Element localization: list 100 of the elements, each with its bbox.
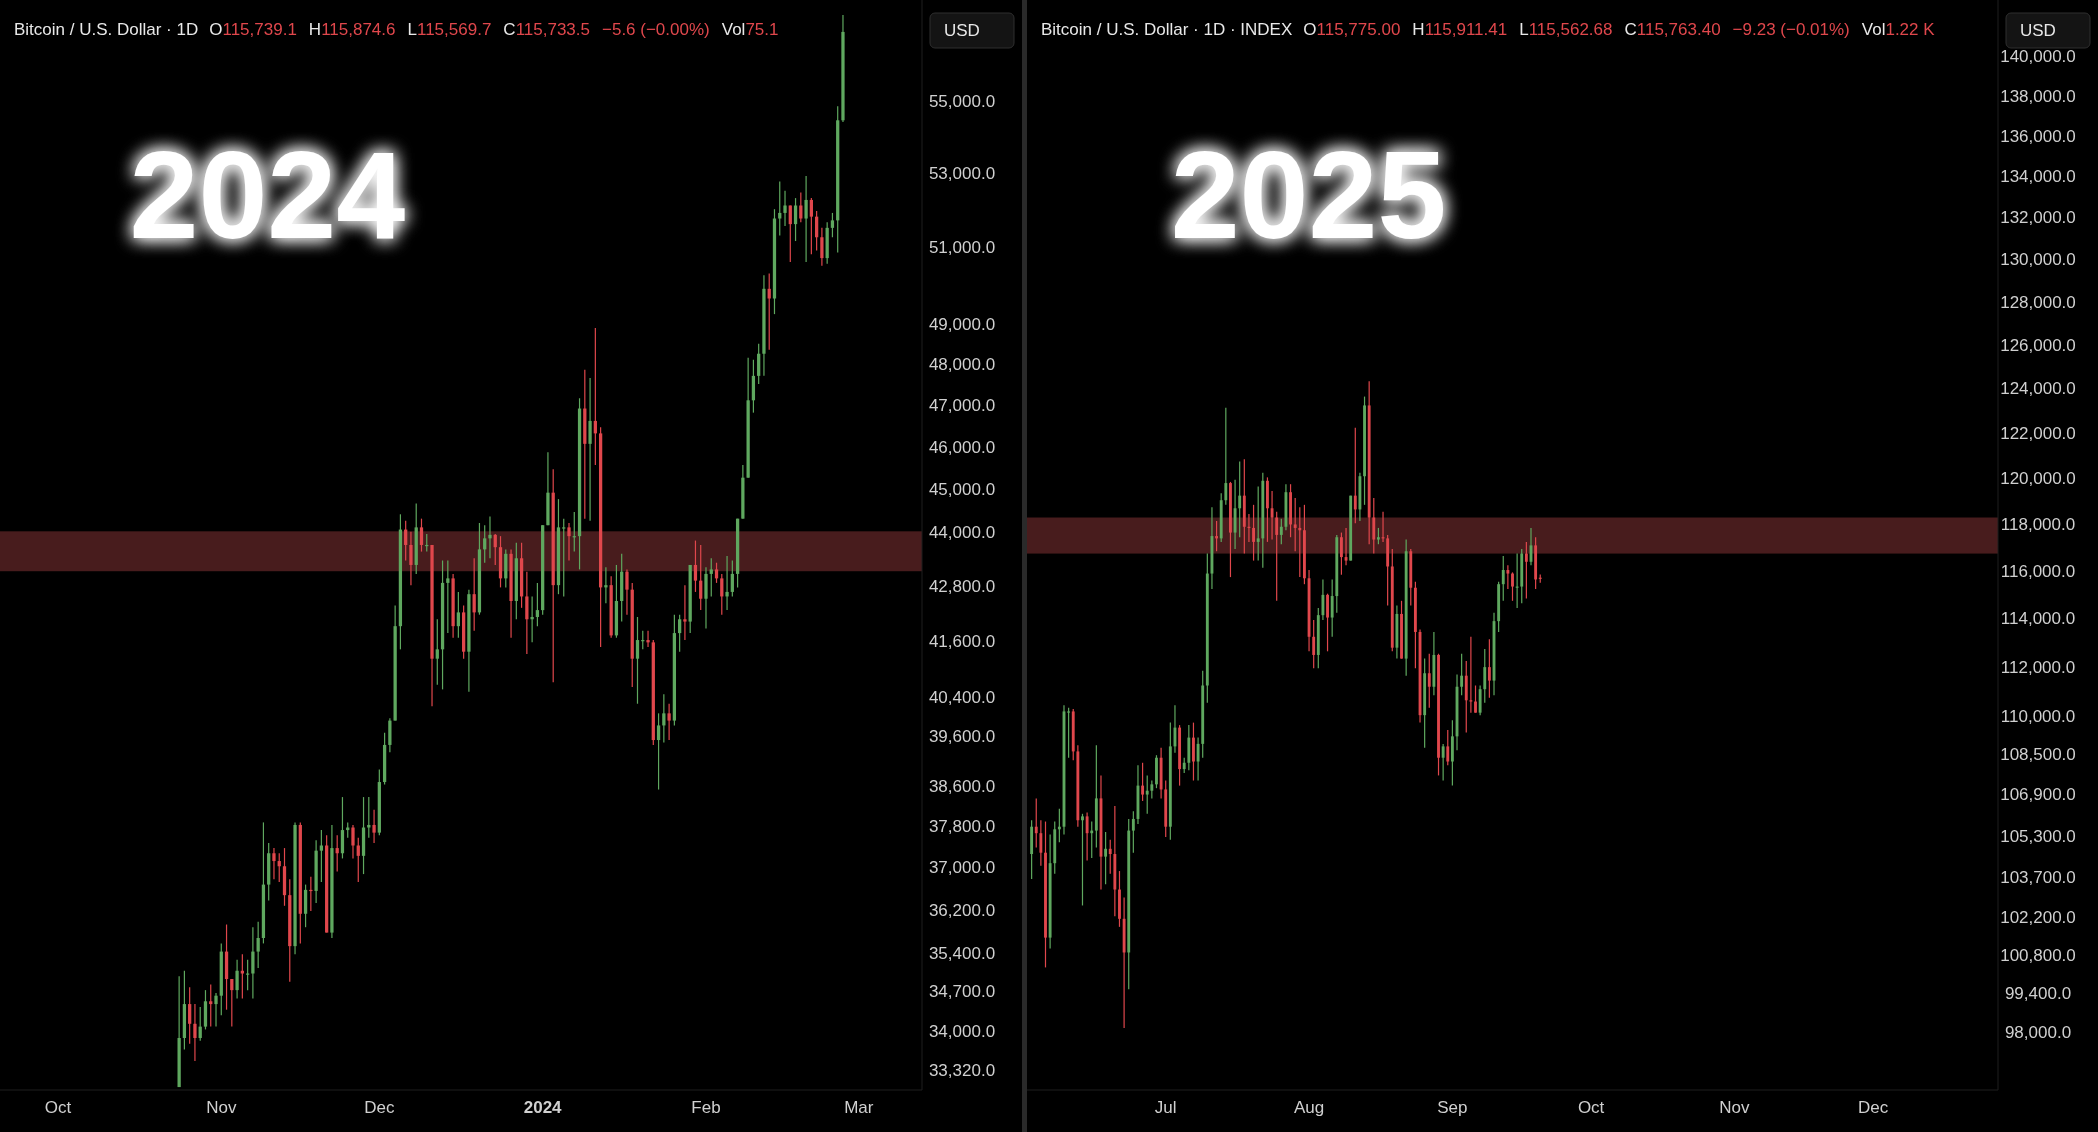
candlestick: [1224, 407, 1228, 506]
y-tick-label: 112,000.0: [2000, 657, 2076, 677]
candlestick: [725, 555, 729, 611]
candlestick: [235, 959, 239, 1000]
y-tick-label: 108,500.0: [2000, 744, 2076, 764]
y-tick-label: 40,400.0: [928, 688, 996, 708]
candlestick: [1446, 729, 1450, 766]
annotation: H115,874.6: [308, 20, 396, 39]
text: Bitcoin / U.S. Dollar · 1D: [14, 20, 199, 39]
y-axis-title: USD: [2020, 21, 2056, 40]
y-tick-label: 124,000.0: [2000, 379, 2076, 399]
candlestick: [1363, 395, 1366, 506]
candlestick: [714, 562, 719, 584]
candlestick: [409, 531, 413, 586]
candlestick: [799, 191, 803, 223]
candlestick: [251, 926, 255, 1000]
y-tick-label: 37,000.0: [928, 858, 996, 878]
candlestick: [1460, 653, 1464, 696]
candlestick: [446, 559, 450, 634]
candlestick: [1478, 684, 1482, 716]
candlestick: [1483, 648, 1487, 704]
candlestick: [1293, 497, 1297, 552]
candlestick: [815, 210, 819, 252]
candlestick: [757, 343, 761, 385]
y-tick-label: 36,200.0: [928, 900, 996, 920]
candlestick: [483, 524, 487, 564]
candlestick: [604, 566, 608, 604]
annotation: C115,763.40: [1624, 20, 1721, 39]
candlestick: [693, 539, 698, 593]
y-tick-label: 138,000.0: [2000, 86, 2076, 106]
candlestick: [1474, 684, 1477, 714]
candlestick: [1256, 485, 1260, 562]
candlestick: [356, 837, 360, 883]
candlestick: [535, 582, 540, 627]
x-tick-label: Oct: [44, 1098, 72, 1117]
y-tick-label: 120,000.0: [2000, 469, 2076, 489]
candlestick: [1108, 839, 1112, 875]
candlestick: [1118, 870, 1121, 928]
annotation: O115,739.1: [209, 20, 297, 39]
y-tick-label: 39,600.0: [928, 727, 996, 747]
candlestick: [419, 518, 424, 553]
y-tick-label: 140,000.0: [2000, 47, 2076, 67]
candlestick: [667, 703, 671, 741]
candlestick: [1515, 552, 1519, 609]
y-tick-label: 110,000.0: [2000, 707, 2076, 727]
candlestick: [783, 190, 787, 227]
y-tick-label: 100,800.0: [2000, 946, 2076, 966]
y-tick-label: 45,000.0: [928, 480, 996, 499]
y-tick-label: 34,000.0: [928, 1021, 996, 1041]
x-tick-label: Dec: [364, 1098, 395, 1117]
candlestick: [240, 953, 244, 1000]
y-tick-label: 118,000.0: [2000, 515, 2076, 535]
annotation: Vol1.22 K: [1861, 20, 1936, 39]
y-tick-label: 114,000.0: [2000, 609, 2076, 629]
text: 2024: [129, 126, 406, 264]
y-tick-label: 34,700.0: [928, 982, 996, 1002]
y-tick-label: 103,700.0: [2000, 868, 2076, 888]
y-tick-label: 37,800.0: [928, 817, 996, 836]
y-tick-label: 53,000.0: [928, 163, 996, 183]
candlestick: [1131, 810, 1135, 854]
candlestick: [456, 591, 460, 639]
candlestick: [1303, 504, 1306, 585]
candlestick: [567, 522, 571, 562]
candlestick: [699, 544, 703, 611]
candlestick: [804, 175, 808, 263]
candlestick: [588, 377, 592, 522]
candlestick: [1275, 511, 1279, 602]
candlestick: [1238, 460, 1242, 538]
y-tick-label: 102,200.0: [2000, 908, 2076, 928]
annotation: Vol75.1: [721, 20, 779, 39]
candlestick: [1330, 578, 1334, 638]
candlestick: [351, 824, 355, 860]
y-tick-label: 99,400.0: [2004, 984, 2072, 1004]
x-tick-label: 2024: [523, 1098, 563, 1117]
candlestick: [193, 1003, 197, 1062]
y-tick-label: 98,000.0: [2004, 1023, 2072, 1043]
candlestick: [720, 573, 724, 616]
candlestick: [1353, 427, 1357, 524]
y-tick-label: 122,000.0: [2000, 423, 2076, 443]
y-axis-title: USD: [944, 21, 980, 40]
text: 2025: [1170, 126, 1447, 264]
candlestick: [1339, 531, 1343, 576]
y-tick-label: 35,400.0: [928, 943, 996, 963]
candlestick: [1279, 518, 1283, 545]
text: Bitcoin / U.S. Dollar · 1D · INDEX: [1041, 20, 1293, 39]
candlestick: [1192, 722, 1195, 782]
candlestick: [1506, 564, 1510, 590]
annotation: H115,911.41: [1412, 20, 1508, 39]
candlestick: [530, 595, 534, 643]
candlestick: [404, 520, 408, 562]
x-tick-label: Dec: [1858, 1098, 1889, 1117]
candlestick: [830, 212, 835, 238]
x-tick-label: Sep: [1437, 1098, 1468, 1117]
candlestick: [1400, 600, 1403, 660]
candlestick: [372, 809, 376, 844]
candlestick: [272, 847, 276, 880]
candlestick: [1487, 638, 1491, 699]
candlestick: [1524, 541, 1528, 600]
candlestick: [767, 272, 771, 351]
candlestick: [788, 204, 792, 263]
